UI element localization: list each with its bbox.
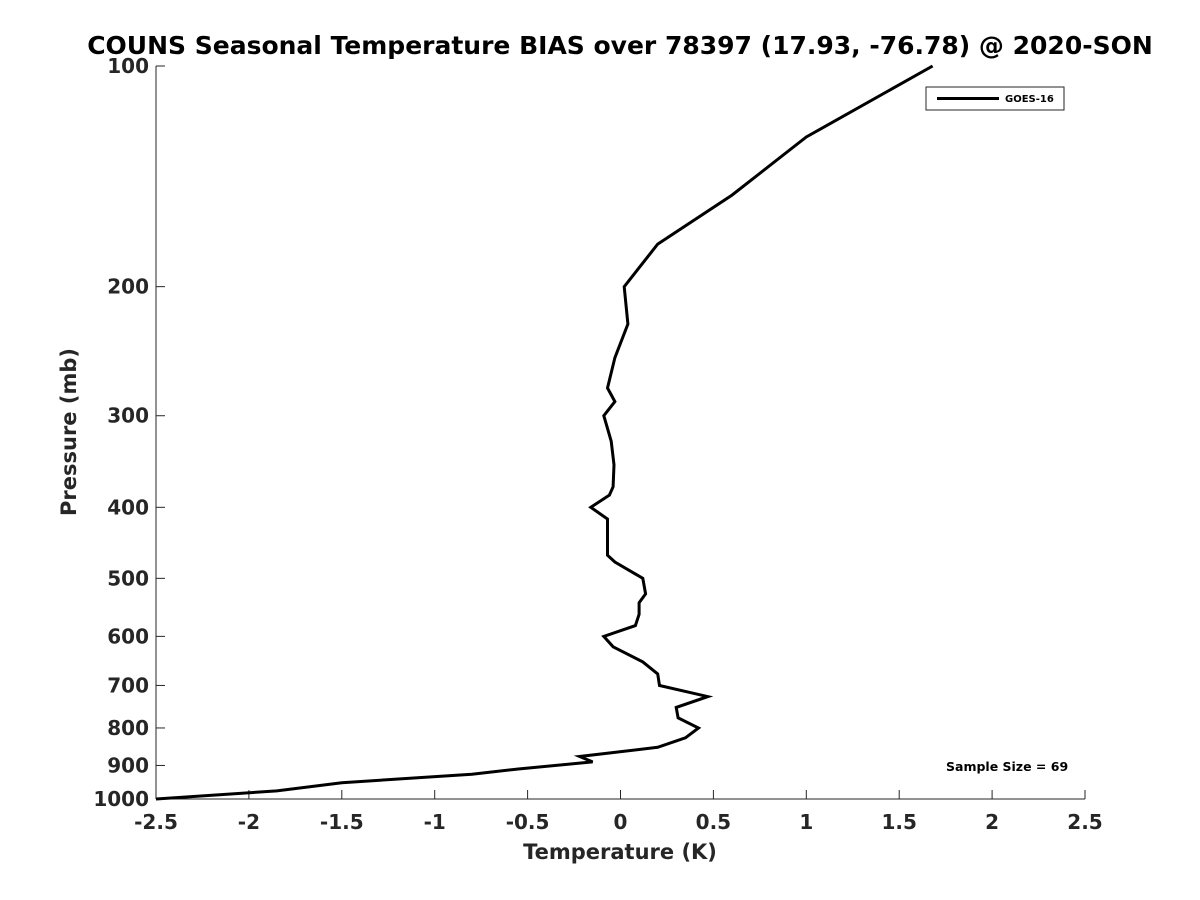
x-axis-label: Temperature (K)	[523, 840, 717, 864]
x-tick-label: 1	[799, 810, 813, 834]
x-tick-label: 2	[985, 810, 999, 834]
chart-title: COUNS Seasonal Temperature BIAS over 783…	[87, 31, 1153, 60]
y-tick-label: 1000	[93, 787, 149, 811]
x-axis-ticks: -2.5 -2 -1.5 -1 -0.5 0 0.5 1 1.5 2 2.5	[134, 790, 1103, 834]
x-tick-label: -0.5	[506, 810, 550, 834]
y-tick-label: 300	[107, 404, 149, 428]
y-tick-label: 200	[107, 275, 149, 299]
x-tick-label: -1.5	[320, 810, 364, 834]
series-layer	[155, 64, 934, 801]
y-tick-label: 500	[107, 566, 149, 590]
y-tick-label: 700	[107, 673, 149, 697]
series-line-goes-16	[155, 64, 934, 801]
y-tick-label: 100	[107, 54, 149, 78]
y-axis-ticks: 100 200 300 400 500 600 700 800 900 1000	[93, 54, 165, 811]
x-tick-label: 0	[614, 810, 628, 834]
x-tick-label: 1.5	[881, 810, 916, 834]
x-tick-label: 0.5	[696, 810, 731, 834]
y-tick-label: 800	[107, 716, 149, 740]
x-tick-label: 2.5	[1067, 810, 1102, 834]
y-axis-label: Pressure (mb)	[57, 348, 81, 516]
legend: GOES-16	[925, 86, 1065, 111]
x-tick-label: -2.5	[134, 810, 178, 834]
y-tick-label: 600	[107, 624, 149, 648]
legend-label-goes-16: GOES-16	[1005, 94, 1054, 105]
x-tick-label: -2	[238, 810, 260, 834]
x-tick-label: -1	[424, 810, 446, 834]
y-tick-label: 900	[107, 753, 149, 777]
y-tick-label: 400	[107, 495, 149, 519]
sample-size-annotation: Sample Size = 69	[946, 759, 1068, 774]
